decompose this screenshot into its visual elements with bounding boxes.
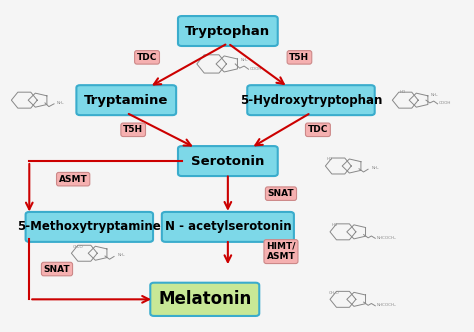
Text: NHCOCH₃: NHCOCH₃ [376, 236, 396, 240]
Text: HO: HO [400, 90, 406, 94]
FancyBboxPatch shape [162, 212, 294, 242]
Text: NH₂: NH₂ [117, 253, 125, 258]
Text: COOH: COOH [439, 101, 451, 105]
Text: SNAT: SNAT [44, 265, 70, 274]
FancyBboxPatch shape [26, 212, 153, 242]
Text: NH₂: NH₂ [56, 101, 64, 105]
Text: Tryptamine: Tryptamine [84, 94, 168, 107]
Text: ASMT: ASMT [59, 175, 88, 184]
Text: COOH: COOH [250, 67, 263, 71]
Text: NH₂: NH₂ [371, 166, 379, 170]
Text: SNAT: SNAT [268, 189, 294, 198]
FancyBboxPatch shape [247, 85, 375, 115]
Text: Serotonin: Serotonin [191, 155, 264, 168]
Text: NH₂: NH₂ [430, 94, 438, 98]
FancyBboxPatch shape [178, 16, 278, 46]
Text: NHCOCH₃: NHCOCH₃ [376, 303, 396, 307]
Text: NH₂: NH₂ [240, 58, 248, 62]
Text: T5H: T5H [289, 53, 310, 62]
Text: Melatonin: Melatonin [158, 290, 251, 308]
Text: HO: HO [331, 223, 337, 227]
Text: 5-Hydroxytryptophan: 5-Hydroxytryptophan [240, 94, 382, 107]
Text: TDC: TDC [137, 53, 157, 62]
Text: HO: HO [327, 157, 333, 161]
FancyBboxPatch shape [178, 146, 278, 176]
Text: N - acetylserotonin: N - acetylserotonin [164, 220, 291, 233]
Text: Tryptophan: Tryptophan [185, 25, 271, 38]
FancyBboxPatch shape [76, 85, 176, 115]
Text: T5H: T5H [123, 125, 143, 134]
Text: CH₃O: CH₃O [73, 245, 83, 249]
Text: CH₃O: CH₃O [328, 291, 339, 295]
FancyBboxPatch shape [150, 283, 259, 316]
Text: HIMT/
ASMT: HIMT/ ASMT [266, 242, 296, 261]
Text: TDC: TDC [308, 125, 328, 134]
Text: 5-Methoxytryptamine: 5-Methoxytryptamine [18, 220, 161, 233]
